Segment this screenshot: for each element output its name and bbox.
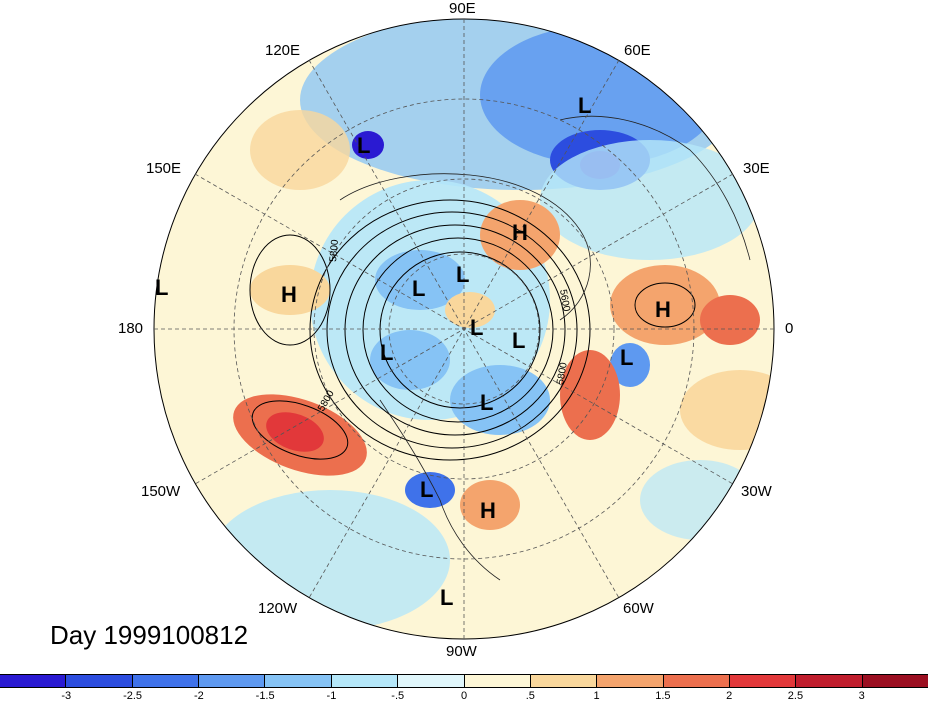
lon-label-mid-upper-right: 30E bbox=[743, 160, 770, 177]
contour-label: 5600 bbox=[557, 289, 572, 313]
anomaly-field bbox=[154, 19, 774, 639]
colorbar-cell bbox=[597, 675, 664, 687]
lon-label-mid-upper-left: 150E bbox=[146, 160, 182, 177]
pressure-center: H bbox=[512, 220, 528, 245]
colorbar-cell bbox=[729, 675, 797, 687]
colorbar-tick-label: 1 bbox=[593, 690, 600, 702]
lon-label-top: 90E bbox=[449, 0, 476, 17]
lon-label-mid-lower-right: 30W bbox=[741, 483, 772, 500]
colorbar-cell bbox=[265, 675, 332, 687]
pressure-centers: L L H H L L L L L L L H L L L H bbox=[155, 93, 671, 610]
pressure-center: H bbox=[281, 282, 297, 307]
colorbar-tick-label: .5 bbox=[525, 690, 535, 702]
pressure-center: H bbox=[480, 498, 496, 523]
colorbar-tick-label: -2.5 bbox=[123, 690, 143, 702]
colorbar-tick-label: -1.5 bbox=[255, 690, 275, 702]
pressure-center: L bbox=[578, 93, 591, 118]
pressure-center: L bbox=[620, 345, 633, 370]
colorbar-cell bbox=[66, 675, 133, 687]
pressure-center: L bbox=[480, 390, 493, 415]
lon-label-lower-right: 60W bbox=[623, 600, 654, 617]
lon-label-right: 0 bbox=[785, 320, 794, 337]
colorbar-tick-label: 1.5 bbox=[655, 690, 671, 702]
pressure-center: L bbox=[470, 315, 483, 340]
lon-label-bottom: 90W bbox=[446, 643, 477, 660]
colorbar-cell bbox=[398, 675, 465, 687]
colorbar bbox=[0, 674, 928, 688]
contour-label: 5800 bbox=[328, 239, 341, 263]
colorbar-cell bbox=[862, 675, 928, 687]
colorbar-cell bbox=[530, 675, 598, 687]
colorbar-tick-label: 3 bbox=[858, 690, 865, 702]
graticule bbox=[153, 18, 775, 640]
pressure-center: L bbox=[420, 477, 433, 502]
colorbar-cell bbox=[0, 675, 67, 687]
colorbar-cell bbox=[796, 675, 863, 687]
colorbar-cell bbox=[663, 675, 730, 687]
pressure-center: L bbox=[155, 275, 168, 300]
lon-label-upper-left: 120E bbox=[265, 42, 301, 59]
pressure-center: H bbox=[655, 297, 671, 322]
colorbar-tick-label: -2 bbox=[193, 690, 204, 702]
pressure-center: L bbox=[456, 262, 469, 287]
pressure-center: L bbox=[380, 340, 393, 365]
colorbar-tick-label: -.5 bbox=[391, 690, 405, 702]
colorbar-cell bbox=[464, 675, 531, 687]
pressure-center: L bbox=[412, 276, 425, 301]
colorbar-cell bbox=[132, 675, 200, 687]
lon-label-upper-right: 60E bbox=[624, 42, 651, 59]
colorbar-cell bbox=[331, 675, 399, 687]
colorbar-tick-label: 2 bbox=[726, 690, 733, 702]
colorbar-tick-label: -1 bbox=[326, 690, 337, 702]
contour-label: 5800 bbox=[555, 361, 570, 385]
pressure-center: L bbox=[357, 133, 370, 158]
lon-label-left: 180 bbox=[118, 320, 144, 337]
lon-label-mid-lower-left: 150W bbox=[141, 483, 181, 500]
pressure-center: L bbox=[440, 585, 453, 610]
colorbar-tick-label: -3 bbox=[61, 690, 72, 702]
colorbar-tick-label: 2.5 bbox=[787, 690, 804, 702]
colorbar-cell bbox=[199, 675, 266, 687]
pressure-center: L bbox=[512, 328, 525, 353]
lon-label-lower-left: 120W bbox=[258, 600, 298, 617]
colorbar-tick-label: 0 bbox=[460, 690, 468, 702]
day-label: Day 1999100812 bbox=[50, 620, 249, 650]
